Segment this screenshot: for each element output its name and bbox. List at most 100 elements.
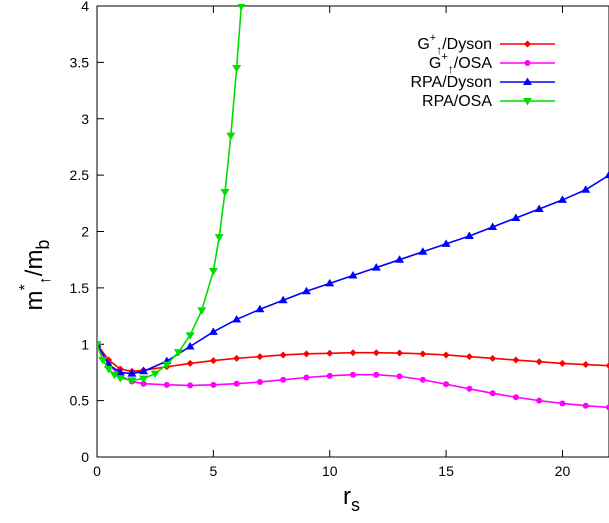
y-axis-ticks: 0 0.5 1 1.5 2 2.5 3 3.5 4 xyxy=(70,0,104,465)
y-tick-label: 0 xyxy=(81,449,89,465)
y-tick-label: 3.5 xyxy=(70,54,90,70)
plot-frame xyxy=(96,5,609,458)
data-point xyxy=(210,381,217,388)
data-point xyxy=(557,195,567,203)
data-point xyxy=(326,349,334,357)
data-point xyxy=(582,402,589,409)
data-point xyxy=(150,370,160,379)
x-tick-label: 15 xyxy=(438,463,454,479)
y-tick-label: 1.5 xyxy=(70,280,90,296)
y-axis-title-sup: * xyxy=(17,284,34,290)
x-axis-title: rs xyxy=(343,483,360,515)
legend-label: G+↑/OSA xyxy=(429,51,492,76)
y-tick-label: 0.5 xyxy=(70,393,90,409)
data-point xyxy=(209,357,217,365)
data-point xyxy=(256,353,264,361)
data-point xyxy=(371,263,381,271)
data-point xyxy=(233,380,240,387)
data-point xyxy=(109,371,119,380)
data-point xyxy=(350,371,356,378)
data-point xyxy=(187,382,194,389)
data-point xyxy=(512,356,520,364)
series-4 xyxy=(97,4,246,385)
data-point xyxy=(303,374,310,381)
data-point xyxy=(197,307,207,315)
y-tick-label: 4 xyxy=(81,0,89,14)
data-point xyxy=(98,357,108,365)
data-point xyxy=(581,185,591,193)
data-point xyxy=(301,286,311,295)
data-point xyxy=(302,350,310,358)
y-axis-title-rest: /m xyxy=(21,250,48,277)
x-tick-label: 0 xyxy=(93,463,101,479)
series-layer xyxy=(97,4,609,411)
data-point xyxy=(226,132,236,141)
data-point xyxy=(233,354,241,362)
data-point xyxy=(396,349,404,357)
data-point xyxy=(139,366,149,375)
legend-swatch-marker xyxy=(523,77,532,85)
data-point xyxy=(373,371,380,378)
data-point xyxy=(488,222,498,230)
data-point xyxy=(535,358,543,366)
data-point xyxy=(280,376,287,383)
legend-swatch-marker xyxy=(524,40,531,48)
legend-label: RPA/OSA xyxy=(422,93,492,110)
data-point xyxy=(419,376,426,383)
data-point xyxy=(139,375,149,384)
data-point xyxy=(604,170,609,179)
data-point xyxy=(512,394,519,401)
data-point xyxy=(326,372,333,379)
data-point xyxy=(372,349,380,357)
data-point xyxy=(208,327,218,335)
data-point xyxy=(558,359,566,367)
data-point xyxy=(441,239,451,247)
data-point xyxy=(214,234,224,242)
x-axis-title-sub: s xyxy=(351,495,360,515)
y-tick-label: 2.5 xyxy=(70,167,90,183)
x-tick-label: 5 xyxy=(209,463,217,479)
series-line xyxy=(97,5,243,382)
data-point xyxy=(443,381,450,388)
data-point xyxy=(466,385,473,392)
series-2 xyxy=(97,341,609,411)
x-axis-ticks: 0 5 10 15 20 xyxy=(93,6,570,479)
data-point xyxy=(536,397,543,404)
data-point xyxy=(173,349,183,357)
data-point xyxy=(325,278,335,287)
data-point xyxy=(127,377,137,385)
data-point xyxy=(232,314,242,323)
legend-label: G+↑/Dyson xyxy=(417,32,492,57)
data-point xyxy=(511,213,521,221)
legend-swatch-marker xyxy=(524,60,531,66)
data-point xyxy=(278,295,288,304)
data-point xyxy=(115,367,125,376)
data-point xyxy=(256,379,263,386)
y-axis-title-arrow: ↑ xyxy=(37,276,54,284)
series-3 xyxy=(97,170,609,377)
y-axis-title-main: m xyxy=(21,290,48,310)
y-tick-label: 1 xyxy=(81,336,89,352)
data-point xyxy=(349,349,357,357)
data-point xyxy=(185,342,195,350)
data-point xyxy=(104,366,114,374)
legend-swatch-marker xyxy=(523,98,532,106)
data-point xyxy=(534,204,544,212)
data-point xyxy=(162,361,172,370)
y-axis-title-sub: b xyxy=(33,240,53,250)
data-point xyxy=(186,359,194,367)
y-axis-title: m*↑/mb xyxy=(17,240,54,311)
y-tick-label: 2 xyxy=(81,224,89,240)
x-axis-title-main: r xyxy=(343,483,351,510)
data-point xyxy=(220,189,230,197)
data-point xyxy=(464,231,474,240)
data-point xyxy=(559,400,566,407)
data-point xyxy=(489,390,496,397)
y-tick-label: 3 xyxy=(81,111,89,127)
x-tick-label: 20 xyxy=(555,463,571,479)
data-point xyxy=(605,362,609,370)
data-point xyxy=(465,353,473,361)
data-point xyxy=(97,341,102,349)
